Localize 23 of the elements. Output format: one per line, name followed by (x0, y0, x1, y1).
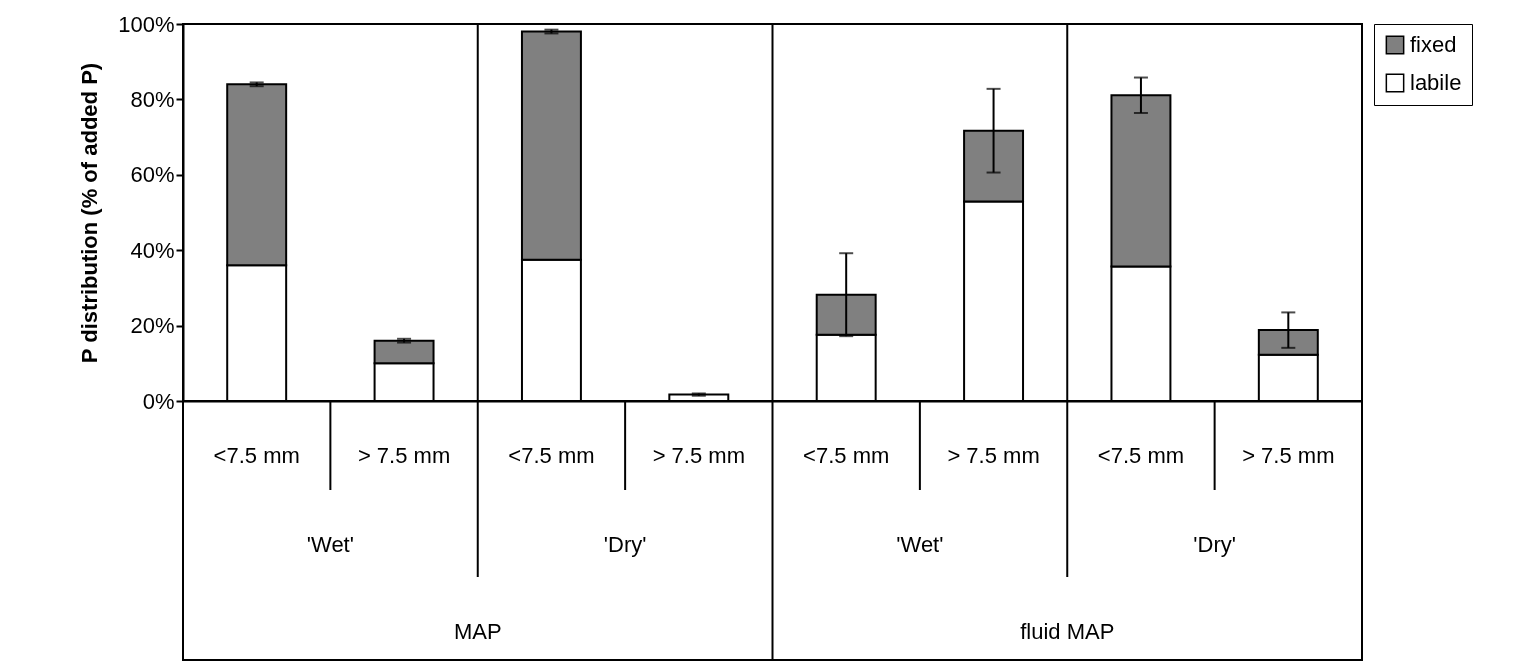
x-tick-label: > 7.5 mm (357, 442, 451, 468)
text: 'Dry' (1193, 532, 1236, 557)
text: 'Wet' (896, 532, 944, 557)
y-tick-label: 40% (130, 237, 175, 263)
y-tick-label: 100% (118, 11, 175, 37)
x-tick-label: <7.5 mm (213, 442, 300, 468)
y-tick-label: 0% (142, 388, 175, 414)
x-tick-label: <7.5 mm (803, 442, 890, 468)
text: 'Wet' (306, 532, 354, 557)
text: MAP (453, 619, 502, 644)
legend-label: labile (1410, 70, 1462, 95)
text: 'Dry' (603, 532, 647, 557)
x-tick-label: <7.5 mm (1097, 442, 1185, 468)
y-tick-label: 60% (130, 162, 175, 188)
x-tick-label: > 7.5 mm (947, 442, 1040, 468)
y-tick-label: 80% (130, 86, 175, 112)
y-tick-label: 20% (130, 313, 175, 339)
x-tick-label: <7.5 mm (508, 442, 595, 468)
text: fluid MAP (1020, 619, 1115, 644)
x-tick-label: > 7.5 mm (1242, 442, 1335, 468)
y-axis-title: P distribution (% of added P) (77, 62, 103, 364)
legend-label: fixed (1410, 32, 1457, 57)
x-tick-label: > 7.5 mm (652, 442, 745, 468)
